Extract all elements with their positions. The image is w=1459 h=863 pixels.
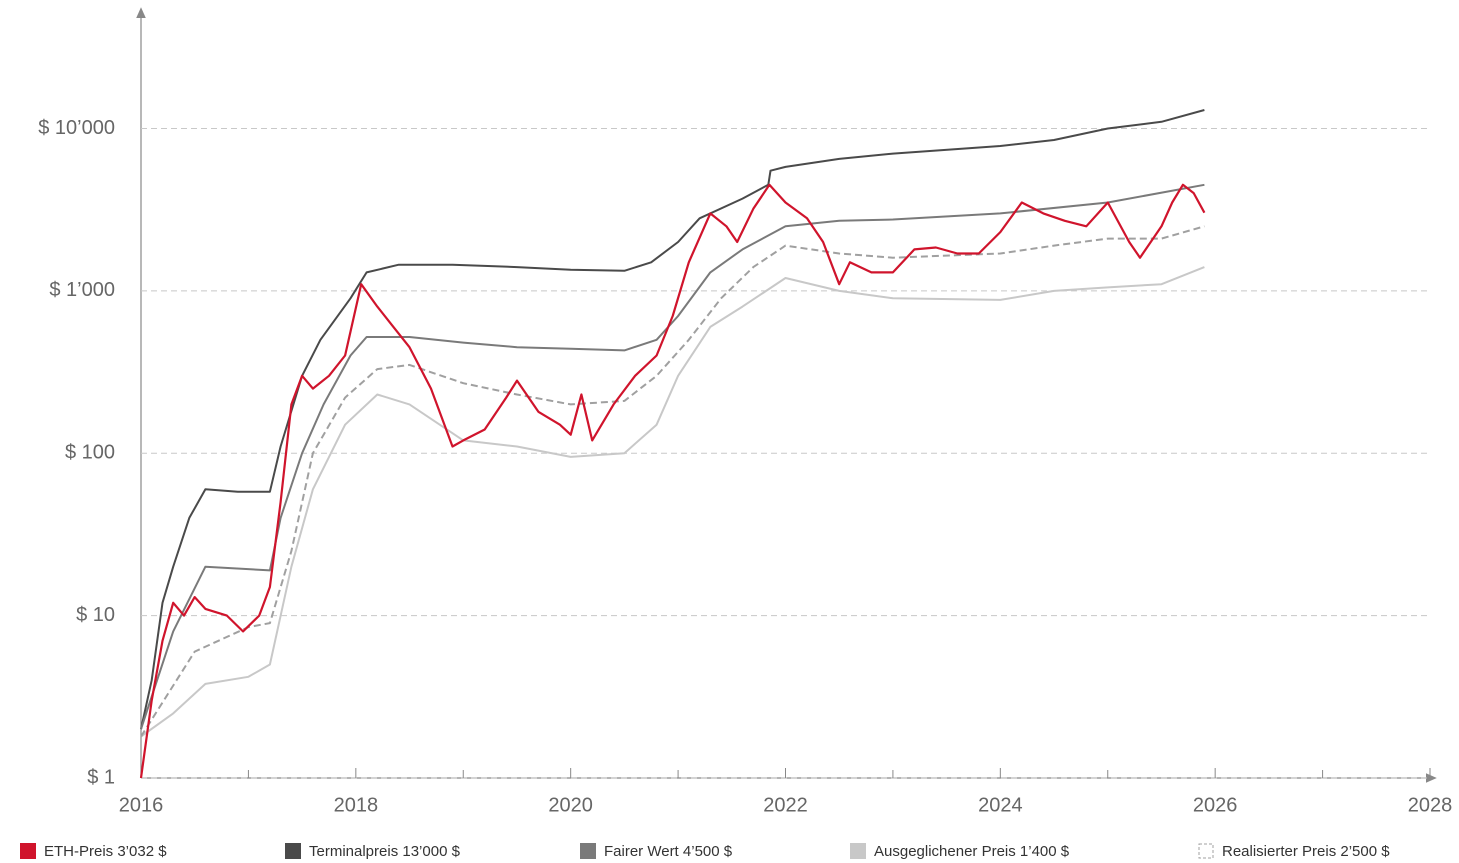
x-tick-label: 2018 [334, 794, 379, 816]
x-tick-label: 2016 [119, 794, 164, 816]
x-tick-label: 2024 [978, 794, 1023, 816]
series-line [139, 183, 1206, 779]
legend-label: Realisierter Preis 2’500 $ [1222, 843, 1390, 860]
series-line [140, 109, 1205, 730]
y-tick-label: $ 1 [87, 766, 115, 788]
legend-swatch [850, 843, 866, 859]
series-line [140, 266, 1205, 738]
legend-label: Fairer Wert 4’500 $ [604, 843, 733, 860]
legend-label: Terminalpreis 13’000 $ [309, 843, 461, 860]
legend-label: Ausgeglichener Preis 1’400 $ [874, 843, 1070, 860]
series-line [140, 183, 1205, 730]
legend-swatch [580, 843, 596, 859]
series-line [140, 225, 1205, 738]
legend-swatch [285, 843, 301, 859]
legend-label: ETH-Preis 3’032 $ [44, 843, 167, 860]
legend-swatch [1198, 843, 1214, 859]
y-tick-label: $ 100 [65, 442, 115, 464]
y-tick-label: $ 1’000 [49, 279, 115, 301]
x-tick-label: 2026 [1193, 794, 1238, 816]
x-tick-label: 2028 [1408, 794, 1453, 816]
legend-swatch [20, 843, 36, 859]
y-tick-label: $ 10’000 [38, 117, 115, 139]
x-tick-label: 2020 [548, 794, 593, 816]
x-tick-label: 2022 [763, 794, 808, 816]
y-tick-label: $ 10 [76, 604, 115, 626]
